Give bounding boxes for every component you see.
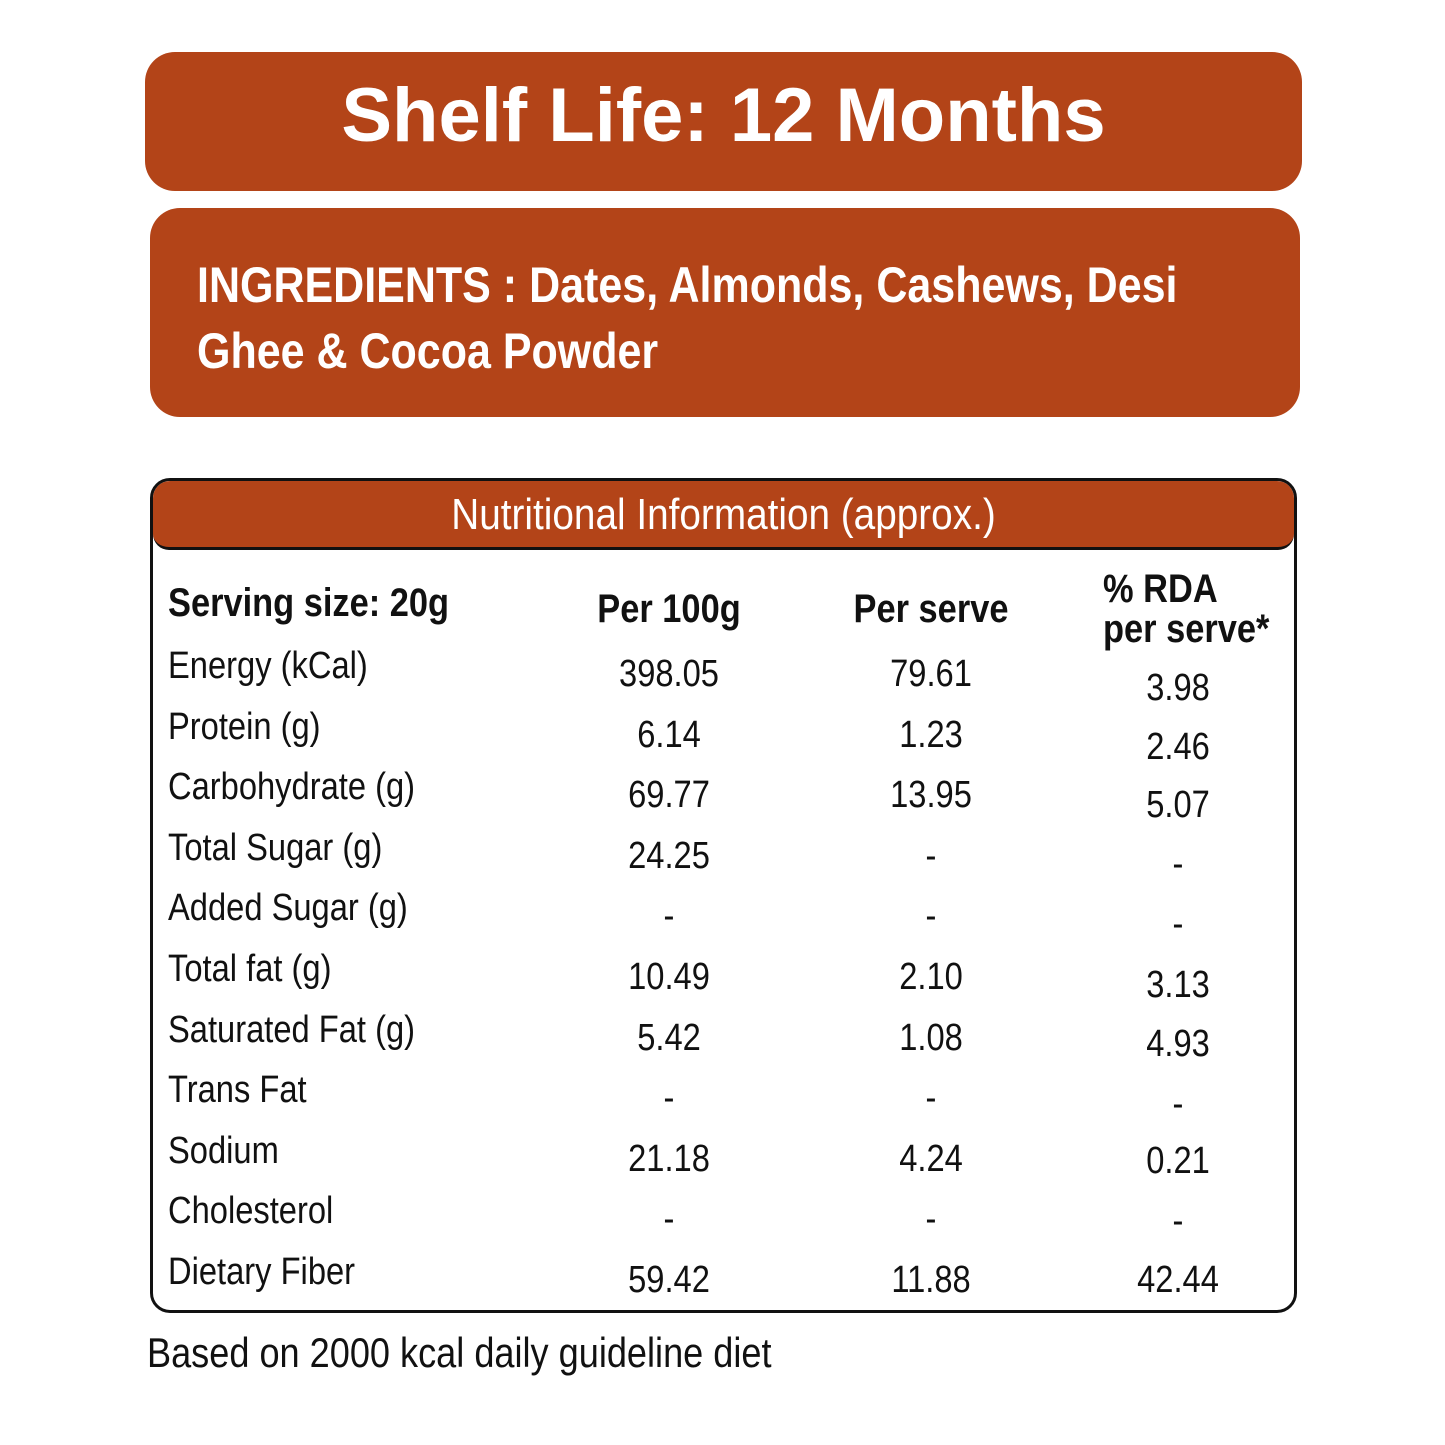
- rda-value: -: [1172, 903, 1184, 946]
- rda-value: 5.07: [1146, 784, 1210, 827]
- per-serve-value: 79.61: [890, 653, 972, 695]
- nutrient-name: Total fat (g): [168, 948, 332, 990]
- per-100g-value: 59.42: [628, 1259, 710, 1301]
- per-100g-value: -: [663, 1198, 675, 1241]
- per-100g-value: 10.49: [628, 956, 710, 998]
- rda-value: 4.93: [1146, 1022, 1210, 1065]
- rda-value: 2.46: [1146, 725, 1210, 768]
- ingredients-line-1: INGREDIENTS : Dates, Almonds, Cashews, D…: [197, 257, 1178, 313]
- nutrition-table-header: Nutritional Information (approx.): [153, 481, 1294, 550]
- nutrition-title: Nutritional Information (approx.): [451, 490, 996, 539]
- rda-value: -: [1172, 1083, 1184, 1126]
- per-serve-value: 11.88: [891, 1259, 971, 1301]
- per-100g-value: 69.77: [628, 774, 710, 817]
- rda-header: % RDA per serve*: [1103, 569, 1269, 649]
- per-serve-value: 13.95: [890, 774, 972, 817]
- rda-value: 3.98: [1146, 667, 1210, 709]
- nutrition-table: Nutritional Information (approx.) Servin…: [150, 478, 1297, 1313]
- rda-value: -: [1172, 1200, 1184, 1243]
- serving-size-header: Serving size: 20g: [168, 581, 450, 625]
- footer-note: Based on 2000 kcal daily guideline diet: [147, 1329, 772, 1376]
- nutrient-name: Carbohydrate (g): [168, 766, 416, 809]
- nutrient-name: Energy (kCal): [168, 645, 368, 687]
- per-serve-value: 1.23: [899, 713, 963, 756]
- per-100g-value: -: [663, 895, 675, 938]
- per-100g-value: 5.42: [637, 1016, 701, 1059]
- ingredients-banner: INGREDIENTS : Dates, Almonds, Cashews, D…: [150, 208, 1300, 417]
- nutrient-name: Protein (g): [168, 705, 321, 748]
- per-serve-value: -: [925, 895, 937, 938]
- ingredients-line-2: Ghee & Cocoa Powder: [197, 323, 659, 379]
- rda-value: 3.13: [1146, 964, 1210, 1006]
- nutrient-name: Trans Fat: [168, 1069, 307, 1112]
- per-serve-value: -: [925, 1077, 937, 1120]
- per-serve-value: -: [925, 1198, 937, 1241]
- nutrient-name: Cholesterol: [168, 1190, 334, 1233]
- shelf-life-banner: Shelf Life: 12 Months: [145, 52, 1302, 191]
- ingredients-text: INGREDIENTS : Dates, Almonds, Cashews, D…: [197, 252, 1186, 384]
- rda-value: 0.21: [1146, 1139, 1210, 1182]
- rda-value: -: [1172, 842, 1184, 885]
- per-100g-value: -: [663, 1077, 675, 1120]
- per-100g-value: 398.05: [619, 653, 719, 695]
- rda-header-line-2: per serve*: [1103, 607, 1270, 651]
- per-100g-value: 24.25: [628, 834, 710, 877]
- nutrient-name: Dietary Fiber: [168, 1251, 356, 1293]
- per-serve-header: Per serve: [853, 587, 1009, 631]
- shelf-life-text: Shelf Life: 12 Months: [341, 73, 1106, 158]
- per-100g-value: 21.18: [628, 1137, 710, 1180]
- per-serve-value: 1.08: [899, 1016, 963, 1059]
- per-serve-value: 2.10: [899, 956, 963, 998]
- rda-value: 42.44: [1137, 1259, 1219, 1301]
- per-100g-header: Per 100g: [597, 587, 741, 631]
- per-serve-value: 4.24: [899, 1137, 963, 1180]
- nutrient-name: Sodium: [168, 1129, 279, 1172]
- per-serve-value: -: [925, 834, 937, 877]
- nutrient-name: Total Sugar (g): [168, 826, 383, 869]
- per-100g-value: 6.14: [637, 713, 701, 756]
- nutrient-name: Added Sugar (g): [168, 887, 408, 930]
- rda-header-line-1: % RDA: [1103, 567, 1218, 611]
- nutrient-name: Saturated Fat (g): [168, 1008, 416, 1051]
